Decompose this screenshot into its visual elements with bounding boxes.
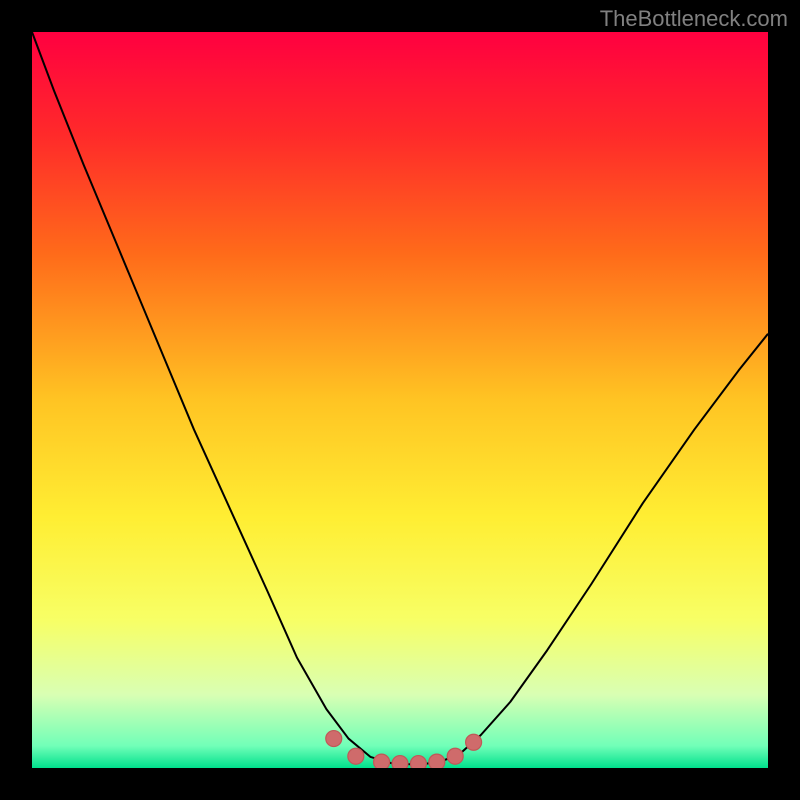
watermark-text: TheBottleneck.com bbox=[600, 6, 788, 32]
curve-marker bbox=[392, 756, 408, 768]
curve-marker bbox=[374, 754, 390, 768]
curve-marker bbox=[326, 731, 342, 747]
curve-marker bbox=[447, 748, 463, 764]
curve-marker bbox=[466, 734, 482, 750]
curve-marker bbox=[429, 754, 445, 768]
curve-marker bbox=[348, 748, 364, 764]
chart-background bbox=[32, 32, 768, 768]
bottleneck-chart bbox=[32, 32, 768, 768]
curve-marker bbox=[410, 756, 426, 768]
figure-root: TheBottleneck.com bbox=[0, 0, 800, 800]
